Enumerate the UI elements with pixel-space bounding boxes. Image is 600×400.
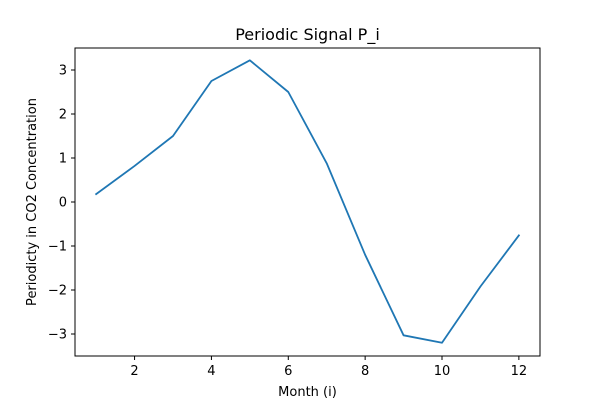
y-tick-label: −1 — [48, 240, 67, 255]
y-tick-label: 3 — [59, 64, 67, 79]
x-tick-label: 6 — [284, 364, 292, 379]
y-tick-label: 0 — [59, 196, 67, 211]
chart-title: Periodic Signal P_i — [235, 25, 380, 45]
plot-area-frame — [74, 47, 541, 357]
y-axis-label: Periodicty in CO2 Concentration — [25, 98, 40, 306]
y-tick-label: 2 — [59, 108, 67, 123]
y-tick-label: 1 — [59, 152, 67, 167]
x-tick-label: 12 — [511, 364, 528, 379]
x-tick-label: 10 — [434, 364, 451, 379]
series-layer — [94, 59, 521, 344]
y-tick-label: −3 — [48, 328, 67, 343]
x-tick-label: 8 — [361, 364, 369, 379]
y-tick-label: −2 — [48, 284, 67, 299]
x-tick-label: 2 — [130, 364, 138, 379]
x-axis-label: Month (i) — [278, 385, 337, 400]
x-tick-label: 4 — [207, 364, 215, 379]
series-line — [94, 59, 521, 344]
